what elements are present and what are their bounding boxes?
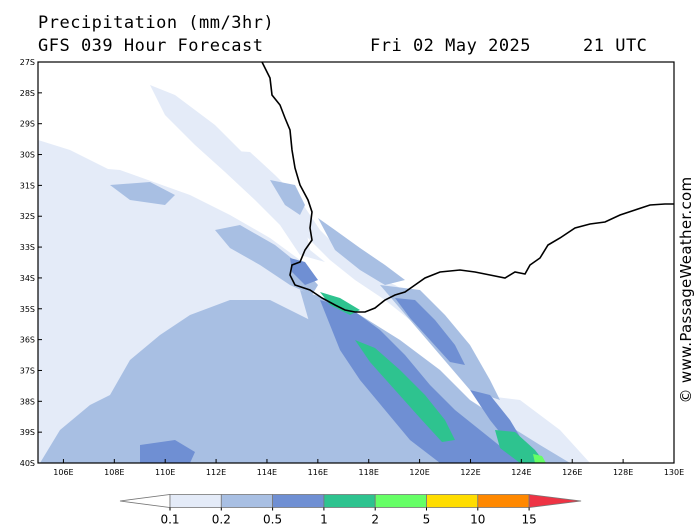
legend-swatch — [374, 494, 427, 508]
longitude-axis: 106E 108E 110E 112E 114E 116E 118E 120E 122E 124E… — [53, 459, 684, 477]
legend-swatch — [323, 494, 376, 508]
lon-label: 108E — [104, 468, 124, 477]
legend-label: 0.1 — [160, 513, 179, 525]
lon-label: 122E — [460, 468, 480, 477]
lon-label: 118E — [359, 468, 379, 477]
legend-swatch — [119, 494, 171, 508]
legend-swatch — [477, 494, 530, 508]
lat-label: 29S — [20, 120, 35, 129]
legend-swatch — [169, 494, 222, 508]
legend-swatch — [426, 494, 479, 508]
lat-label: 40S — [20, 459, 35, 468]
legend-label: 2 — [371, 513, 379, 525]
lat-label: 39S — [20, 428, 35, 437]
legend-swatch — [272, 494, 325, 508]
lat-label: 30S — [20, 151, 35, 160]
precip-level-0-5 — [140, 258, 525, 463]
legend-label: 10 — [470, 513, 485, 525]
legend-swatch — [220, 494, 274, 508]
lon-label: 110E — [155, 468, 175, 477]
precip-fields — [38, 62, 674, 463]
precip-level-1 — [320, 292, 545, 463]
coastline — [261, 62, 674, 313]
legend-label: 0.2 — [212, 513, 231, 525]
legend-label: 1 — [320, 513, 328, 525]
lat-label: 35S — [20, 305, 35, 314]
lat-label: 27S — [20, 58, 35, 67]
lon-label: 124E — [511, 468, 531, 477]
lat-label: 28S — [20, 89, 35, 98]
map-frame — [37, 61, 675, 464]
latitude-axis: 27S 28S 29S 30S 31S 32S 33S 34S 35S 36S 37S 38S 39S 4… — [20, 58, 42, 468]
lon-label: 106E — [53, 468, 73, 477]
forecast-subtitle: GFS 039 Hour Forecast — [38, 36, 264, 56]
lat-label: 31S — [20, 181, 35, 190]
lat-label: 36S — [20, 336, 35, 345]
lon-label: 112E — [206, 468, 226, 477]
lon-label: 120E — [409, 468, 429, 477]
lon-label: 116E — [308, 468, 328, 477]
legend-label: 0.5 — [263, 513, 282, 525]
lon-label: 114E — [257, 468, 277, 477]
lat-label: 34S — [20, 274, 35, 283]
forecast-time: 21 UTC — [583, 36, 648, 56]
legend-swatch — [528, 494, 582, 508]
precip-level-2 — [533, 454, 546, 463]
forecast-date: Fri 02 May 2025 — [370, 36, 532, 56]
lat-label: 38S — [20, 397, 35, 406]
map-title: Precipitation (mm/3hr) — [38, 13, 275, 33]
color-legend: 0.1 0.2 0.5 1 2 5 10 15 — [119, 494, 582, 525]
website-credit: © www.PassageWeather.com — [677, 176, 695, 404]
lon-label: 128E — [613, 468, 633, 477]
lat-label: 33S — [20, 243, 35, 252]
lat-label: 32S — [20, 212, 35, 221]
lon-label: 130E — [664, 468, 684, 477]
legend-label: 15 — [521, 513, 536, 525]
lon-label: 126E — [562, 468, 582, 477]
legend-label: 5 — [423, 513, 431, 525]
lat-label: 37S — [20, 366, 35, 375]
